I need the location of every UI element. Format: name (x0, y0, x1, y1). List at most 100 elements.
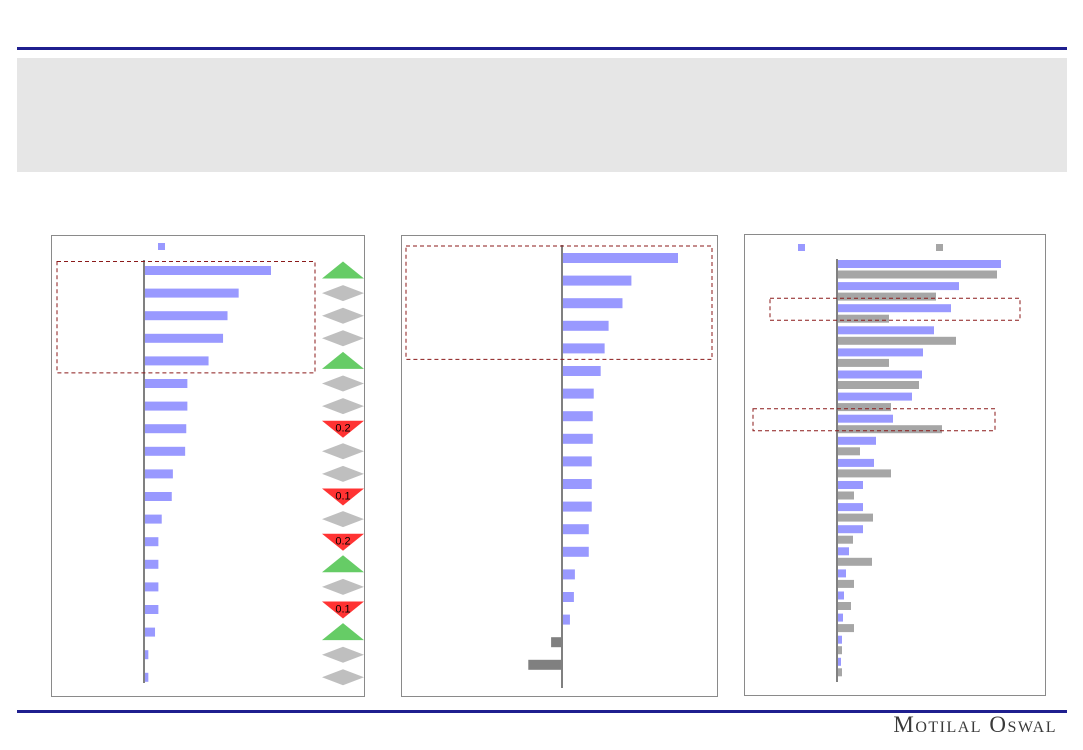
bar (563, 411, 593, 422)
bar (145, 401, 188, 411)
bar (145, 333, 224, 343)
bar (145, 559, 159, 569)
change-flat-marker (322, 669, 364, 686)
bar-series-2 (838, 646, 842, 655)
bar (563, 433, 593, 444)
bar (145, 672, 149, 682)
bar (563, 546, 589, 557)
chart-panel-right (744, 234, 1046, 696)
bar-series-1 (838, 260, 1001, 268)
change-up-marker (322, 261, 364, 279)
bar (563, 614, 570, 625)
bar (145, 288, 239, 298)
bar-chart-left: 0.2 0.1 0.2 0.1 (56, 243, 364, 686)
change-down-marker (322, 533, 364, 551)
bar-series-2 (838, 469, 891, 478)
bar-series-1 (838, 348, 923, 357)
highlight-box (56, 261, 316, 374)
change-flat-marker (322, 646, 364, 663)
bar (563, 524, 589, 535)
change-flat-marker (322, 285, 364, 302)
bar (145, 650, 149, 660)
negative-bar (551, 637, 562, 648)
bar-series-1 (838, 458, 874, 467)
top-rule (17, 47, 1067, 50)
bar-series-2 (838, 668, 842, 677)
bar (145, 469, 173, 479)
highlight-box (769, 297, 1021, 321)
bar-series-1 (838, 613, 843, 622)
change-value-label: 0.2 (335, 423, 350, 435)
bar (145, 379, 188, 388)
bar (563, 320, 609, 331)
bar-series-2 (838, 270, 997, 279)
bar-series-1 (838, 547, 849, 556)
brand-logo: Motilal Oswal (893, 712, 1057, 737)
bar (145, 514, 162, 524)
bar (563, 366, 601, 376)
change-down-marker (322, 420, 364, 438)
bar-series-1 (838, 481, 863, 489)
chart-panel-left: 0.2 0.1 0.2 0.1 (51, 235, 365, 697)
bar-series-2 (838, 579, 854, 588)
bar-chart-right (752, 244, 1021, 682)
bar (145, 582, 159, 592)
change-up-marker (322, 351, 364, 369)
bar-series-2 (838, 513, 873, 522)
bar (145, 311, 228, 321)
legend-swatch-series-2 (936, 244, 943, 251)
bar (563, 456, 592, 467)
change-down-marker (322, 488, 364, 506)
bar-series-2 (838, 336, 956, 345)
bar-series-1 (838, 503, 863, 512)
bar (145, 356, 209, 366)
bar-series-1 (838, 569, 846, 578)
chart-panel-middle (401, 235, 718, 697)
bar-series-2 (838, 602, 851, 610)
bottom-rule (17, 710, 1067, 713)
change-flat-marker (322, 307, 364, 324)
bar-series-2 (838, 447, 860, 456)
change-up-marker (322, 623, 364, 641)
bar (145, 492, 172, 501)
bar (145, 266, 271, 275)
change-value-label: 0.2 (335, 536, 350, 548)
bar (145, 446, 186, 456)
bar (563, 275, 632, 286)
bar (563, 501, 592, 512)
bar-series-2 (838, 535, 853, 544)
bar (563, 343, 605, 354)
bar (563, 388, 594, 399)
bar-series-1 (838, 392, 912, 401)
bar-series-2 (838, 491, 854, 500)
bar (145, 424, 187, 434)
bar-series-1 (838, 282, 959, 291)
bar (563, 479, 592, 489)
bar-series-1 (838, 525, 863, 534)
bar-series-1 (838, 591, 844, 600)
highlight-box (405, 245, 713, 360)
bar-series-1 (838, 635, 842, 644)
bar-series-2 (838, 403, 891, 412)
change-flat-marker (322, 330, 364, 347)
bar-series-1 (838, 657, 841, 666)
bar-series-1 (838, 414, 893, 423)
change-flat-marker (322, 443, 364, 460)
change-down-marker (322, 601, 364, 619)
bar (563, 253, 678, 263)
bar (145, 627, 156, 637)
legend-swatch-series-1 (798, 244, 805, 251)
bar (563, 569, 575, 580)
header-band (17, 58, 1067, 172)
bar-series-2 (838, 624, 854, 633)
bar-series-1 (838, 370, 922, 379)
bar-series-1 (838, 326, 934, 335)
bar (145, 537, 159, 547)
bar-series-2 (838, 314, 889, 323)
bar-series-2 (838, 557, 872, 566)
bar-series-2 (838, 425, 942, 434)
negative-bar (528, 659, 562, 670)
bar (563, 592, 574, 602)
change-value-label: 0.1 (335, 491, 350, 503)
bar-series-1 (838, 304, 951, 313)
